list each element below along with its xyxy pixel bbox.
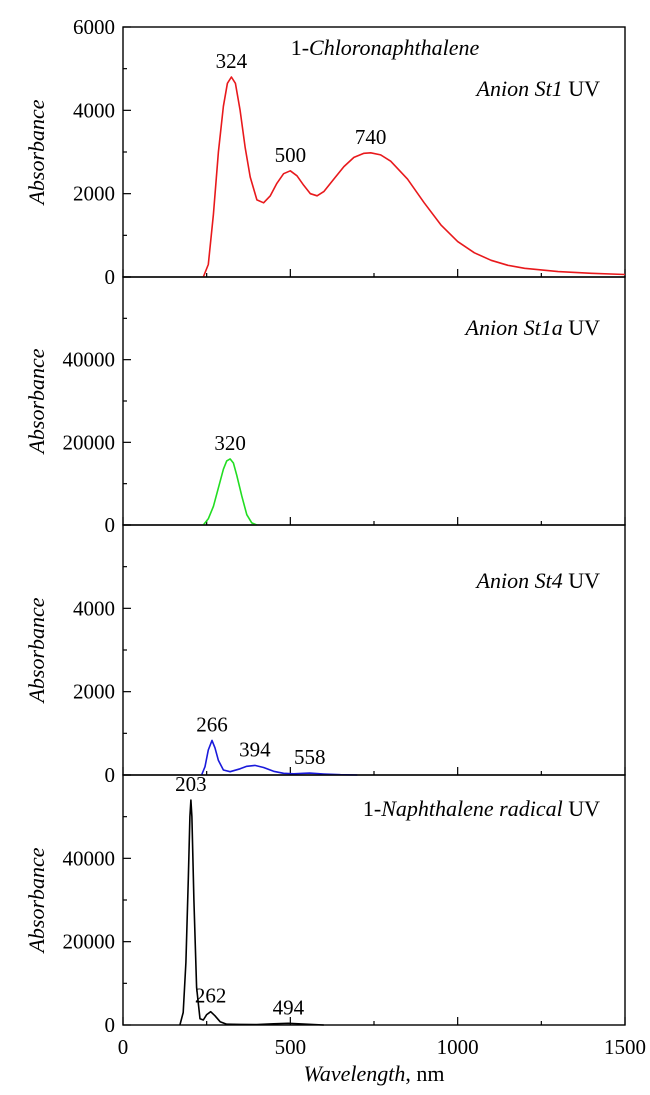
panel-4-title-part-2: UV [563,796,600,821]
panel-2-ytick-label: 40000 [63,348,116,372]
x-tick-label: 500 [275,1035,307,1059]
panel-4-peak-label-262: 262 [195,984,227,1008]
x-tick-label: 1000 [437,1035,479,1059]
panel-4-title: 1-Naphthalene radical UV [363,796,600,821]
panel-3-series-line [202,740,358,775]
panel-2-series-line [203,459,257,525]
panel-4-ytick-label: 20000 [63,930,116,954]
x-axis-label: Wavelength, nm [304,1061,445,1086]
panel-1-peak-label-500: 500 [275,143,307,167]
panel-1-subtitle-part-1: UV [563,76,600,101]
x-axis-label-part-0: Wavelength [304,1061,406,1086]
panel-3-ytick-label: 4000 [73,596,115,620]
panel-2-title-part-0: Anion St1a [464,315,563,340]
panel-2-title-part-1: UV [563,315,600,340]
panel-3-ylabel: Absorbance [24,597,49,704]
panel-1-title: 1-Chloronaphthalene [291,35,480,60]
panel-2-title: Anion St1a UV [464,315,601,340]
x-tick-label: 1500 [604,1035,646,1059]
panel-4-title-part-0: 1- [363,796,381,821]
panel-1-ylabel: Absorbance [24,99,49,206]
panel-1-series-line [203,77,625,277]
panel-2-ytick-label: 0 [105,513,116,537]
panel-3-peak-label-266: 266 [196,712,228,736]
panel-1-frame [123,27,625,277]
panel-2-ytick-label: 20000 [63,430,116,454]
panel-4-peak-label-494: 494 [273,995,305,1019]
panel-3-title-part-1: UV [563,568,600,593]
panel-1-title-part-0: 1- [291,35,309,60]
panel-3-title-part-0: Anion St4 [475,568,563,593]
x-axis-label-part-1: , nm [405,1061,444,1086]
panel-1-ytick-label: 6000 [73,15,115,39]
panel-3-title: Anion St4 UV [475,568,601,593]
panel-4-title-part-1: Naphthalene radical [380,796,562,821]
panel-1-subtitle-part-0: Anion St1 [475,76,563,101]
panel-3-ytick-label: 2000 [73,680,115,704]
panel-1-ytick-label: 0 [105,265,116,289]
panel-1-ytick-label: 4000 [73,98,115,122]
panel-2-peak-label-320: 320 [214,431,246,455]
panel-1-peak-label-740: 740 [355,125,387,149]
x-tick-label: 0 [118,1035,129,1059]
panel-3-peak-label-558: 558 [294,745,326,769]
panel-1-ytick-label: 2000 [73,182,115,206]
panel-4-peak-label-203: 203 [175,772,207,796]
panel-1-subtitle: Anion St1 UV [475,76,601,101]
panel-2-ylabel: Absorbance [24,348,49,455]
panel-4-ytick-label: 0 [105,1013,116,1037]
panel-4-ylabel: Absorbance [24,847,49,954]
panel-3-ytick-label: 0 [105,763,116,787]
panel-4-ytick-label: 40000 [63,846,116,870]
panel-3-peak-label-394: 394 [239,737,271,761]
panel-3-frame [123,525,625,775]
panel-1-title-part-1: Chloronaphthalene [309,35,480,60]
panel-1-peak-label-324: 324 [216,49,248,73]
